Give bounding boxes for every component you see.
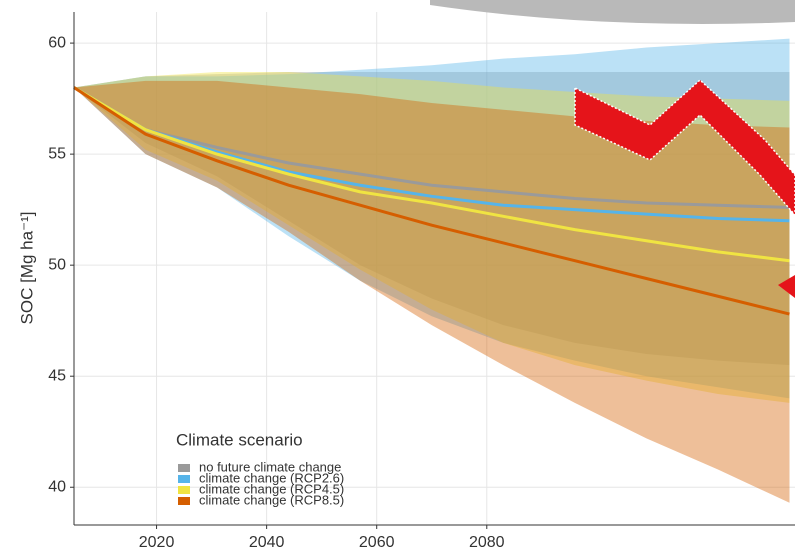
legend-label: climate change (RCP8.5) [199, 492, 344, 507]
chart: SOC [Mg ha⁻¹] Climate scenario no future… [0, 0, 795, 556]
legend-swatch [178, 486, 190, 494]
legend-swatch [178, 475, 190, 483]
x-tick-label: 2080 [469, 534, 505, 551]
x-tick-label: 2040 [249, 534, 285, 551]
legend-title: Climate scenario [176, 430, 303, 449]
y-tick-label: 55 [48, 145, 66, 162]
legend: Climate scenario no future climate chang… [176, 430, 344, 507]
y-tick-label: 40 [48, 478, 66, 495]
y-tick-label: 50 [48, 256, 66, 273]
x-tick-label: 2060 [359, 534, 395, 551]
y-axis-label: SOC [Mg ha⁻¹] [17, 212, 36, 325]
x-tick-label: 2020 [139, 534, 175, 551]
y-tick-label: 60 [48, 34, 66, 51]
legend-swatch [178, 497, 190, 505]
legend-swatch [178, 464, 190, 472]
overlay-shape [430, 0, 795, 24]
y-tick-label: 45 [48, 367, 66, 384]
